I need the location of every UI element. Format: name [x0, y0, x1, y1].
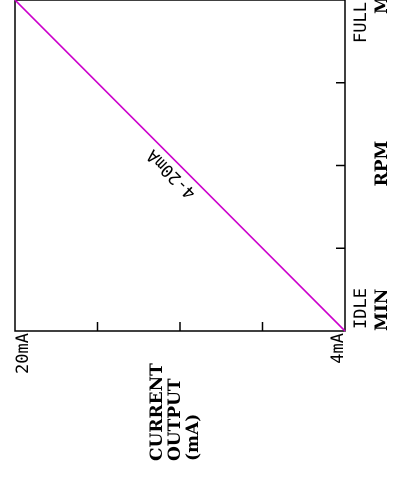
rpm-tick-label-full: FULL [351, 2, 371, 43]
rpm-min-label: MIN [372, 289, 392, 331]
current-axis-title-line-3: (mA) [183, 414, 203, 461]
tick-labels: IDLE FULL 4mA 20mA [13, 2, 371, 374]
x-axis-minor-ticks [336, 82, 345, 249]
current-axis-title-line-1: CURRENT [147, 363, 167, 461]
series-label-4-20ma: 4-20mA [143, 145, 201, 203]
chart-rotated-frame: 4-20mA IDLE FULL 4mA 20mA MIN MA RPM CURRENTOU… [13, 0, 392, 461]
rpm-max-label: MA [372, 0, 392, 14]
current-tick-label-20ma: 20mA [13, 333, 33, 374]
y-axis-minor-ticks [96, 322, 264, 331]
series-line-4-20ma [14, 0, 346, 332]
series-layer: 4-20mA [14, 0, 346, 332]
rpm-tick-label-idle: IDLE [351, 288, 371, 329]
current-tick-label-4ma: 4mA [328, 333, 348, 364]
rpm-axis-title: RPM [372, 140, 392, 186]
current-axis-title-line-2: OUTPUT [165, 378, 185, 461]
